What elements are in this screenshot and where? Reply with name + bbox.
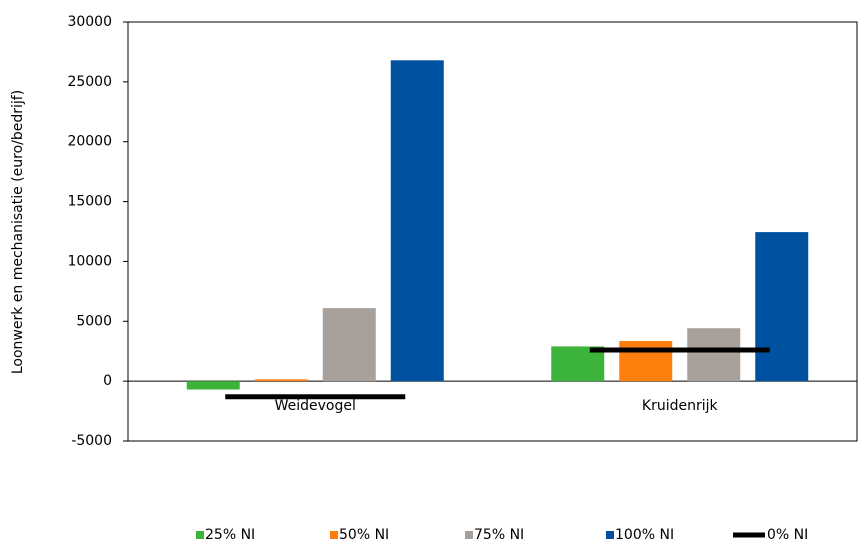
- bar: [390, 60, 444, 382]
- bar: [755, 232, 809, 382]
- legend-swatch: [606, 531, 614, 539]
- bar: [619, 341, 673, 382]
- y-tick-label: 10000: [67, 253, 112, 269]
- y-tick-label: 30000: [67, 14, 112, 30]
- bar: [186, 381, 240, 390]
- x-tick-label: Weidevogel: [275, 398, 356, 414]
- bar: [322, 308, 376, 382]
- y-tick-label: 5000: [76, 313, 112, 329]
- legend-label: 25% NI: [205, 527, 255, 542]
- y-tick-label: 20000: [67, 134, 112, 150]
- y-tick-label: -5000: [71, 433, 112, 449]
- legend-swatch: [465, 531, 473, 539]
- legend-label: 0% NI: [767, 527, 808, 542]
- plot-border: [127, 21, 858, 442]
- legend-label: 75% NI: [474, 527, 524, 542]
- bar: [687, 328, 741, 382]
- y-tick-label: 15000: [67, 194, 112, 210]
- legend-label: 100% NI: [615, 527, 674, 542]
- legend-swatch: [330, 531, 338, 539]
- legend-label: 50% NI: [339, 527, 389, 542]
- y-tick-label: 0: [103, 373, 112, 389]
- y-axis-title: Loonwerk en mechanisatie (euro/bedrijf): [10, 90, 26, 374]
- legend-swatch: [196, 531, 204, 539]
- bar: [254, 379, 308, 382]
- x-tick-label: Kruidenrijk: [642, 398, 719, 414]
- y-tick-label: 25000: [67, 74, 112, 90]
